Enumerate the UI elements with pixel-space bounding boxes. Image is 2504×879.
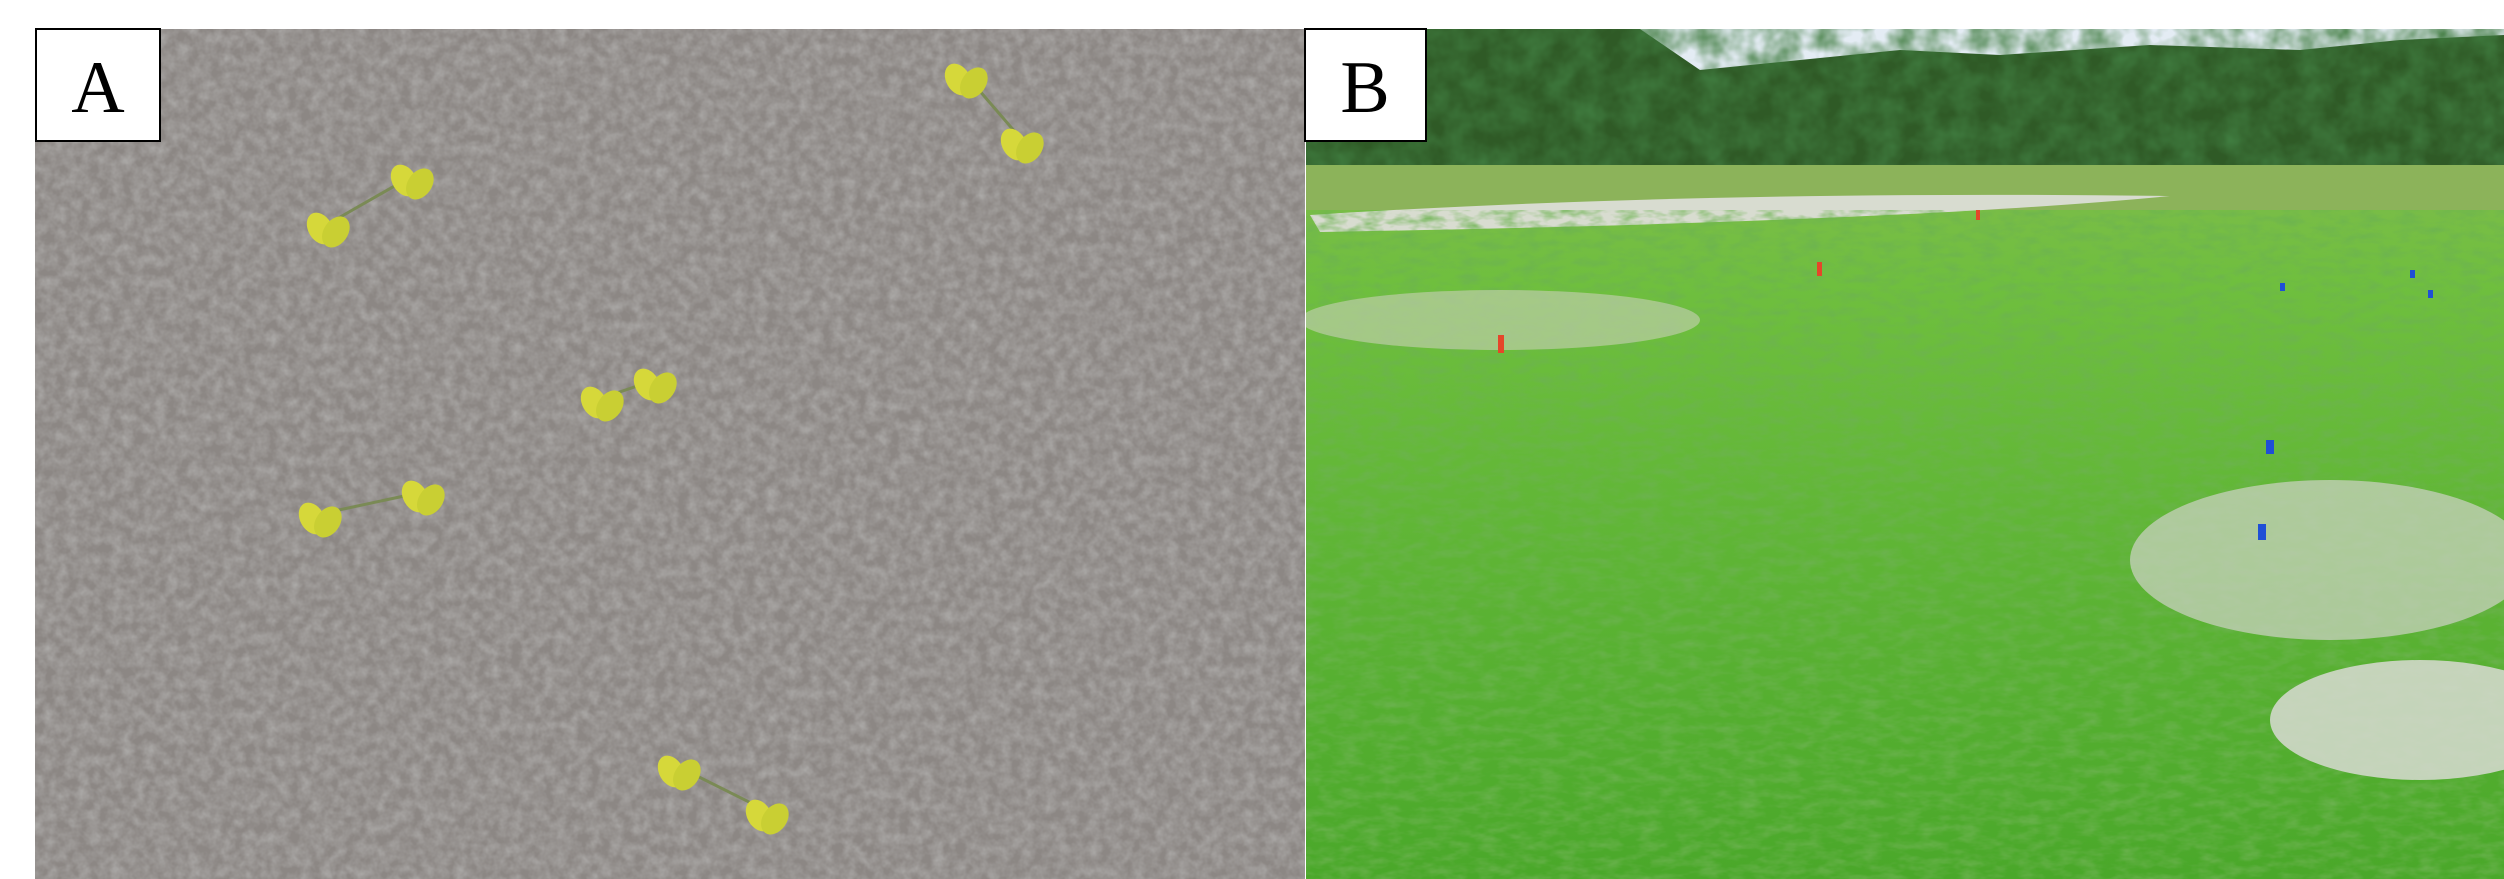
- label: A: [71, 47, 124, 129]
- photo-a: [35, 29, 1305, 879]
- page: A B (() => { const data = JSON.parse(doc…: [0, 0, 2504, 879]
- figure: A B: [0, 0, 2504, 879]
- panel-label-b: B: [1305, 29, 1426, 141]
- photo-b: [1300, 29, 2504, 879]
- label: B: [1340, 47, 1389, 129]
- panel-label-a: A: [36, 29, 160, 141]
